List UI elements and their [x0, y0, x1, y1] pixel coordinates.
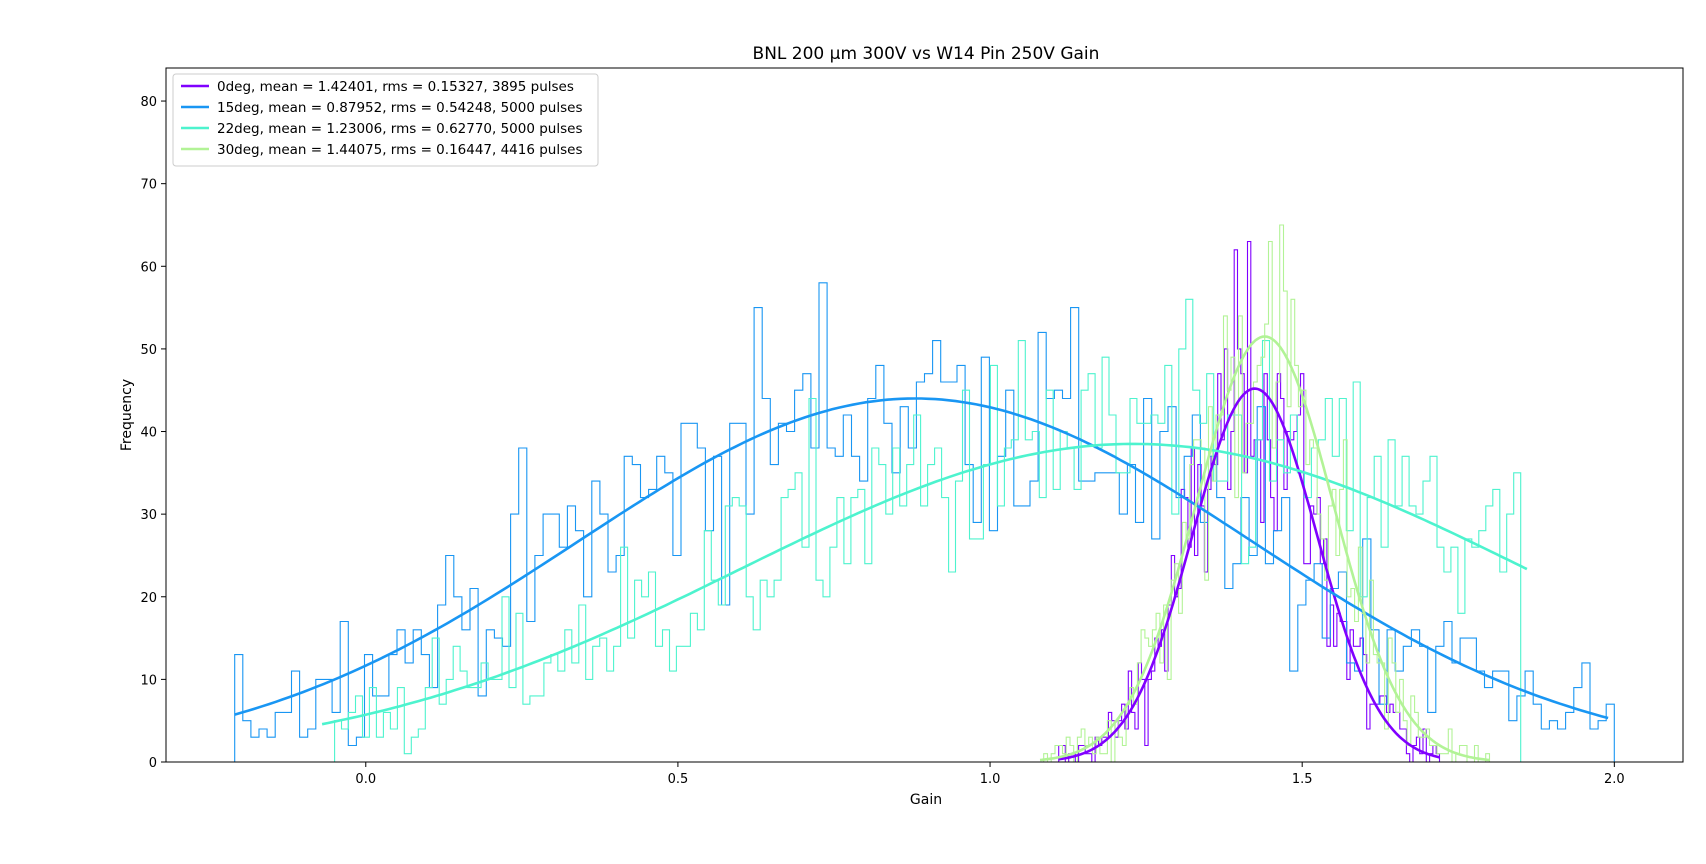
y-axis-label: Frequency: [119, 379, 135, 451]
legend-label: 15deg, mean = 0.87952, rms = 0.54248, 50…: [217, 100, 583, 116]
x-axis: 0.0 0.5 1.0 1.5 2.0: [355, 762, 1625, 787]
y-tick-label: 70: [140, 178, 157, 193]
legend-box: [172, 73, 599, 167]
y-tick-label: 20: [140, 591, 157, 606]
histogram-1: [234, 282, 1615, 762]
histogram-3: [1040, 224, 1491, 762]
x-tick-label: 2.0: [1604, 772, 1625, 787]
legend-label: 22deg, mean = 1.23006, rms = 0.62770, 50…: [217, 121, 583, 137]
y-tick-label: 60: [140, 260, 157, 275]
x-axis-label: Gain: [910, 792, 942, 808]
fit-curve-1: [234, 397, 1609, 720]
y-axis: 0 10 20 30 40 50 60 70 80: [140, 95, 166, 771]
legend-label: 0deg, mean = 1.42401, rms = 0.15327, 389…: [217, 79, 574, 95]
y-tick-label: 10: [140, 673, 157, 688]
x-tick-label: 0.5: [668, 772, 689, 787]
fit-curve-0: [1058, 387, 1440, 761]
x-tick-label: 1.5: [1292, 772, 1313, 787]
x-tick-label: 1.0: [980, 772, 1001, 787]
chart-title: BNL 200 µm 300V vs W14 Pin 250V Gain: [753, 44, 1100, 64]
y-tick-label: 30: [140, 508, 157, 523]
y-tick-label: 40: [140, 426, 157, 441]
fit-curve-3: [1039, 335, 1490, 762]
legend: 0deg, mean = 1.42401, rms = 0.15327, 389…: [172, 73, 599, 167]
y-tick-label: 80: [140, 95, 157, 110]
plot-frame: [165, 67, 1684, 763]
histogram-2: [334, 298, 1522, 762]
legend-label: 30deg, mean = 1.44075, rms = 0.16447, 44…: [217, 142, 583, 158]
x-tick-label: 0.0: [355, 772, 376, 787]
y-tick-label: 0: [149, 756, 157, 771]
plot-area: [234, 224, 1615, 762]
y-tick-label: 50: [140, 343, 157, 358]
